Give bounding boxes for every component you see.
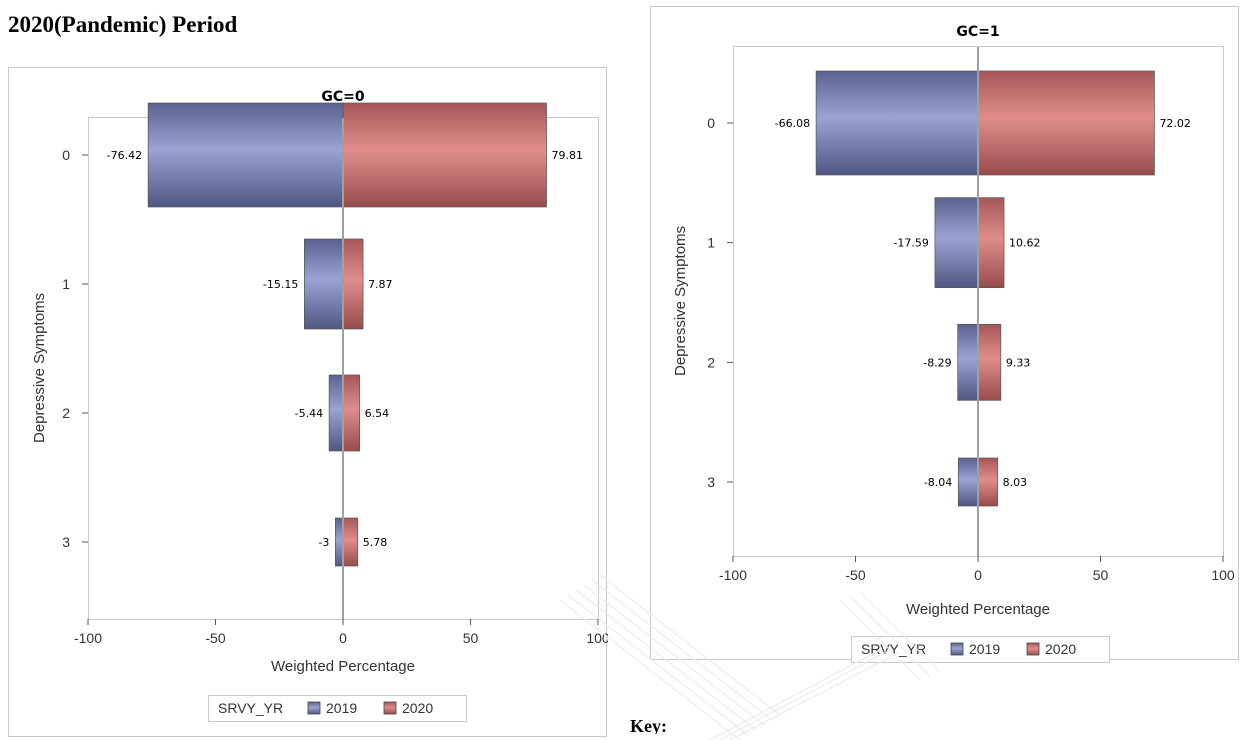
data-label-2019-0: -66.08: [775, 117, 810, 130]
legend-title: SRVY_YR: [218, 700, 283, 716]
legend-swatch-2019: [950, 642, 964, 656]
x-tick-label: 0: [339, 630, 347, 646]
x-tick-label: 50: [463, 630, 479, 646]
bar-2020-2: [342, 374, 361, 452]
y-axis-label: Depressive Symptoms: [31, 293, 48, 443]
chart-title: GC=0: [321, 89, 364, 105]
x-tick-label: -100: [719, 567, 747, 583]
bar-2019-3: [335, 517, 344, 567]
bar-2019-0: [147, 102, 344, 208]
data-label-2020-3: 8.03: [1003, 476, 1028, 489]
legend-label-2019: 2019: [326, 700, 357, 716]
bar-2020-1: [342, 238, 364, 330]
y-tick-label: 3: [707, 474, 715, 490]
data-label-2019-3: -3: [318, 536, 329, 549]
data-label-2020-2: 6.54: [365, 407, 390, 420]
data-label-2019-2: -5.44: [295, 407, 323, 420]
data-label-2019-1: -15.15: [263, 278, 298, 291]
y-axis-label: Depressive Symptoms: [672, 226, 689, 376]
bar-2019-1: [304, 238, 344, 330]
data-label-2020-0: 72.02: [1159, 117, 1191, 130]
y-tick-label: 2: [62, 405, 70, 421]
data-label-2019-3: -8.04: [924, 476, 952, 489]
y-tick-label: 3: [62, 534, 70, 550]
legend-title: SRVY_YR: [861, 641, 926, 657]
bar-2020-0: [342, 102, 547, 208]
data-label-2019-2: -8.29: [923, 356, 951, 369]
chart-gc1: GC=1 0 1 2 3 -100 -50 0 50 100 -66.08 -17.59 -8.29 -8…: [650, 6, 1239, 663]
x-tick-label: 50: [1093, 567, 1109, 583]
bar-2019-2: [957, 323, 979, 401]
y-tick-label: 1: [62, 276, 70, 292]
legend-swatch-2020: [383, 701, 397, 715]
bar-2020-3: [342, 517, 359, 567]
legend-swatch-2020: [1026, 642, 1040, 656]
bar-2020-3: [977, 457, 999, 507]
bar-2019-1: [934, 197, 979, 289]
bar-2020-0: [977, 70, 1155, 176]
x-axis-label: Weighted Percentage: [271, 658, 415, 675]
bar-2020-2: [977, 323, 1002, 401]
data-label-2020-1: 7.87: [368, 278, 393, 291]
legend-swatch-2019: [307, 701, 321, 715]
key-label: Key:: [630, 716, 667, 734]
data-label-2019-1: -17.59: [893, 237, 928, 250]
bar-2020-1: [977, 197, 1005, 289]
x-tick-label: -50: [205, 630, 225, 646]
bar-2019-0: [815, 70, 979, 176]
x-tick-label: 100: [1211, 567, 1235, 583]
legend-label-2019: 2019: [969, 641, 1000, 657]
data-label-2020-1: 10.62: [1009, 237, 1041, 250]
chart-gc0: GC=0 0 1 2 3 -100 -50 0 50 100 -76.42 -15.15 -5.44 -3…: [8, 67, 608, 737]
x-tick-label: 0: [974, 567, 982, 583]
legend-label-2020: 2020: [402, 700, 433, 716]
bar-2019-2: [328, 374, 344, 452]
y-tick-label: 0: [62, 147, 70, 163]
x-tick-label: -100: [74, 630, 102, 646]
x-tick-label: 100: [586, 630, 608, 646]
legend-label-2020: 2020: [1045, 641, 1076, 657]
data-label-2020-3: 5.78: [363, 536, 388, 549]
page-heading: 2020(Pandemic) Period: [8, 12, 238, 37]
y-tick-label: 1: [707, 235, 715, 251]
y-tick-label: 2: [707, 354, 715, 370]
legend-box: [208, 695, 467, 722]
data-label-2019-0: -76.42: [107, 149, 142, 162]
bar-2019-3: [957, 457, 979, 507]
y-tick-label: 0: [707, 115, 715, 131]
chart-title: GC=1: [956, 24, 999, 40]
x-axis-label: Weighted Percentage: [906, 601, 1050, 618]
data-label-2020-2: 9.33: [1006, 356, 1031, 369]
data-label-2020-0: 79.81: [552, 149, 584, 162]
x-tick-label: -50: [845, 567, 865, 583]
